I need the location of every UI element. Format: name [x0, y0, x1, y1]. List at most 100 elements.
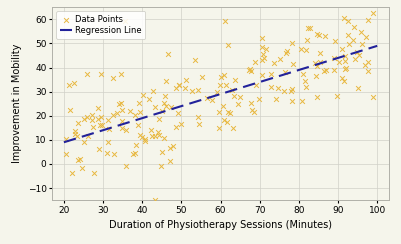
Data Points	[299, 99, 306, 103]
Data Points	[370, 95, 376, 99]
Data Points	[290, 62, 296, 66]
Data Points	[259, 36, 265, 40]
Data Points	[152, 105, 159, 109]
Data Points	[216, 126, 222, 130]
Data Points	[232, 78, 238, 82]
Data Points	[352, 57, 358, 61]
Data Points	[355, 86, 361, 90]
Data Points	[342, 60, 348, 63]
Data Points	[117, 101, 124, 105]
Data Points	[111, 152, 117, 156]
Data Points	[365, 60, 372, 64]
Data Points	[260, 56, 267, 60]
Data Points	[132, 113, 138, 117]
Data Points	[123, 128, 130, 132]
Data Points	[358, 30, 365, 34]
Data Points	[105, 140, 111, 143]
Data Points	[304, 38, 310, 41]
Data Points	[149, 134, 155, 138]
Data Points	[122, 19, 128, 23]
Data Points	[275, 86, 282, 90]
Data Points	[277, 57, 284, 61]
Data Points	[322, 35, 328, 39]
Data Points	[217, 83, 223, 87]
Data Points	[168, 105, 174, 109]
Data Points	[79, 166, 85, 170]
Data Points	[176, 83, 182, 87]
Data Points	[252, 83, 259, 87]
Data Points	[81, 140, 87, 144]
Data Points	[362, 63, 369, 67]
Data Points	[164, 51, 171, 55]
Data Points	[332, 40, 338, 43]
Data Points	[97, 123, 103, 127]
Data Points	[346, 42, 352, 46]
Data Points	[166, 160, 173, 163]
Data Points	[189, 89, 196, 93]
Data Points	[248, 69, 254, 73]
Data Points	[136, 133, 143, 137]
Data Points	[273, 97, 279, 101]
Data Points	[104, 151, 110, 155]
Data Points	[302, 79, 309, 82]
Data Points	[251, 110, 257, 114]
Data Points	[220, 104, 227, 108]
Data Points	[109, 76, 116, 80]
Data Points	[345, 19, 351, 23]
Data Points	[178, 122, 184, 126]
Data Points	[119, 126, 126, 130]
Data Points	[345, 33, 352, 37]
Data Points	[259, 58, 265, 62]
Data Points	[118, 72, 125, 76]
Data Points	[136, 101, 142, 105]
Data Points	[161, 101, 168, 105]
Data Points	[115, 102, 122, 106]
Data Points	[342, 54, 348, 58]
Data Points	[303, 48, 309, 51]
Data Points	[156, 117, 162, 121]
Data Points	[358, 42, 365, 46]
Data Points	[365, 18, 371, 22]
Data Points	[85, 134, 91, 138]
Data Points	[114, 111, 121, 115]
Data Points	[135, 123, 142, 127]
Data Points	[77, 157, 83, 161]
Data Points	[66, 83, 72, 87]
Data Points	[84, 72, 91, 76]
Data Points	[288, 89, 295, 93]
Data Points	[252, 60, 258, 64]
Data Points	[365, 69, 371, 72]
Data Points	[150, 89, 156, 93]
Data Points	[263, 47, 269, 51]
Data Points	[237, 95, 243, 99]
Data Points	[67, 108, 73, 112]
Data Points	[170, 144, 176, 148]
Data Points	[312, 74, 319, 78]
Data Points	[88, 118, 95, 122]
Data Points	[320, 69, 327, 73]
Data Points	[343, 66, 349, 70]
Data Points	[317, 51, 323, 54]
Data Points	[160, 136, 167, 140]
Data Points	[314, 95, 320, 99]
Data Points	[299, 72, 306, 76]
Data Points	[158, 164, 164, 168]
Data Points	[214, 90, 221, 94]
Data Points	[369, 11, 376, 15]
Data Points	[256, 98, 262, 102]
Data Points	[339, 76, 345, 80]
Data Points	[136, 111, 143, 114]
Data Points	[223, 83, 230, 87]
Data Points	[246, 68, 252, 71]
Data Points	[196, 122, 203, 126]
Data Points	[322, 68, 329, 72]
Data Points	[314, 64, 320, 68]
Data Points	[106, 127, 113, 131]
Y-axis label: Improvement in Mobility: Improvement in Mobility	[12, 44, 22, 163]
Data Points	[198, 75, 205, 79]
Data Points	[334, 94, 340, 98]
Data Points	[268, 72, 275, 76]
Data Points	[218, 75, 225, 79]
Data Points	[130, 152, 137, 156]
Data Points	[284, 49, 291, 52]
